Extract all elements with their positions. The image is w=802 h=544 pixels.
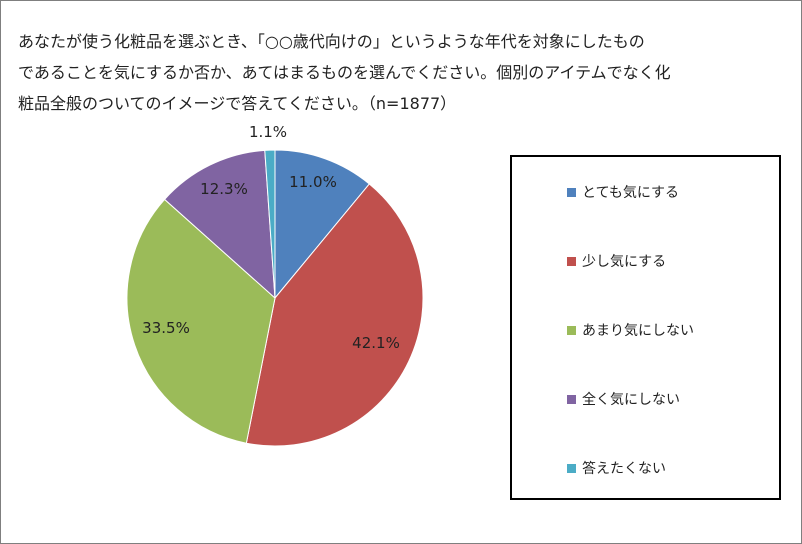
legend-swatch <box>567 187 576 197</box>
legend-swatch <box>567 256 576 266</box>
legend-swatch <box>567 463 576 473</box>
legend-swatch <box>567 394 576 404</box>
legend-item: とても気にする <box>567 182 679 202</box>
legend-item: 全く気にしない <box>567 389 680 409</box>
legend-label: 少し気にする <box>582 254 667 270</box>
data-label: 42.1% <box>352 334 400 352</box>
slice-no-answer <box>264 149 276 299</box>
legend: とても気にする 少し気にする あまり気にしない 全く気にしない 答えたくない <box>510 155 781 500</box>
slice-not-at-all-concerned <box>163 149 276 300</box>
chart-title: あなたが使う化粧品を選ぶとき、「○○歳代向けの」というような年代を対象にしたもの… <box>18 26 738 119</box>
legend-item: あまり気にしない <box>567 320 694 340</box>
slice-somewhat-concerned <box>245 183 424 447</box>
slice-not-very-concerned <box>126 198 276 444</box>
title-line-2: であることを気にするか否か、あてはまるものを選んでください。個別のアイテムでなく… <box>18 63 671 82</box>
data-label: 11.0% <box>289 173 337 191</box>
legend-label: あまり気にしない <box>582 323 694 339</box>
data-label: 12.3% <box>200 180 248 198</box>
title-line-1: あなたが使う化粧品を選ぶとき、「○○歳代向けの」というような年代を対象にしたもの <box>18 32 645 51</box>
legend-label: 全く気にしない <box>582 392 680 408</box>
title-line-3: 粧品全般のついてのイメージで答えてください。（n=1877） <box>18 94 457 113</box>
legend-swatch <box>567 325 576 335</box>
legend-item: 答えたくない <box>567 458 666 478</box>
legend-label: とても気にする <box>582 185 680 201</box>
data-label: 33.5% <box>142 319 190 337</box>
legend-item: 少し気にする <box>567 251 666 271</box>
data-label: 1.1% <box>249 123 287 141</box>
slice-very-concerned <box>274 149 371 300</box>
legend-label: 答えたくない <box>582 461 666 477</box>
